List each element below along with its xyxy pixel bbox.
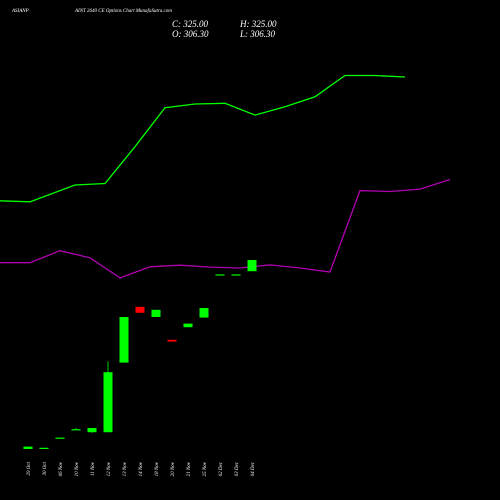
candle-body <box>71 429 81 431</box>
candle-20-nov <box>167 339 177 342</box>
candle-body <box>23 446 33 449</box>
x-tick-label: 02 Dec <box>219 461 224 476</box>
low-value: L: 306.30 <box>239 29 276 39</box>
candle-13-nov <box>119 317 129 363</box>
upper-band-line <box>0 74 406 203</box>
candle-11-nov <box>87 428 97 433</box>
candle-body <box>199 308 209 318</box>
candle-body <box>247 260 257 272</box>
x-axis-ticks: 29 Oct 30 Oct 06 Nov 10 Nov 11 Nov 12 Nov 13 N… <box>27 461 256 476</box>
close-value: C: 325.00 <box>172 19 209 29</box>
chart-title: AINT 2640 CE Options Chart MunafaSutra.c… <box>74 9 172 14</box>
x-tick-label: 11 Nov <box>91 461 96 476</box>
candle-14-nov <box>135 306 145 313</box>
x-tick-label: 13 Nov <box>123 461 128 476</box>
open-value: O: 306.30 <box>172 29 209 39</box>
candle-body <box>231 274 241 276</box>
x-tick-label: 18 Nov <box>155 461 160 476</box>
candle-body <box>183 323 193 328</box>
x-tick-label: 20 Nov <box>171 461 176 476</box>
high-value: H: 325.00 <box>239 19 277 29</box>
x-tick-label: 10 Nov <box>75 461 80 476</box>
candle-body <box>103 372 113 433</box>
x-tick-label: 03 Dec <box>235 461 240 476</box>
x-tick-label: 21 Nov <box>187 461 192 476</box>
candle-body <box>39 447 49 449</box>
candle-10-nov <box>71 428 81 431</box>
candle-body <box>119 317 129 363</box>
candle-02-dec <box>215 274 225 276</box>
x-tick-label: 29 Oct <box>27 461 32 475</box>
candle-body <box>167 339 177 342</box>
x-tick-label: 12 Nov <box>107 461 112 476</box>
lower-band-line <box>0 178 451 279</box>
x-tick-label: 04 Dec <box>251 461 256 476</box>
candle-21-nov <box>183 323 193 328</box>
symbol-label: ASIANP <box>11 9 29 14</box>
x-tick-label: 25 Nov <box>203 461 208 476</box>
candles-layer <box>23 260 257 449</box>
candle-30-oct <box>39 447 49 449</box>
candle-29-oct <box>23 446 33 449</box>
candle-body <box>87 428 97 433</box>
x-tick-label: 06 Nov <box>59 461 64 476</box>
candle-18-nov <box>151 309 161 317</box>
candle-body <box>55 437 65 439</box>
candle-body <box>151 309 161 317</box>
candle-03-dec <box>231 274 241 276</box>
candle-body <box>215 274 225 276</box>
x-tick-label: 30 Oct <box>43 461 48 475</box>
candle-12-nov <box>103 361 113 433</box>
candle-body <box>135 306 145 313</box>
bands-layer <box>0 74 451 279</box>
candle-06-nov <box>55 437 65 439</box>
candle-25-nov <box>199 308 209 318</box>
candle-04-dec <box>247 260 257 272</box>
x-tick-label: 14 Nov <box>139 461 144 476</box>
